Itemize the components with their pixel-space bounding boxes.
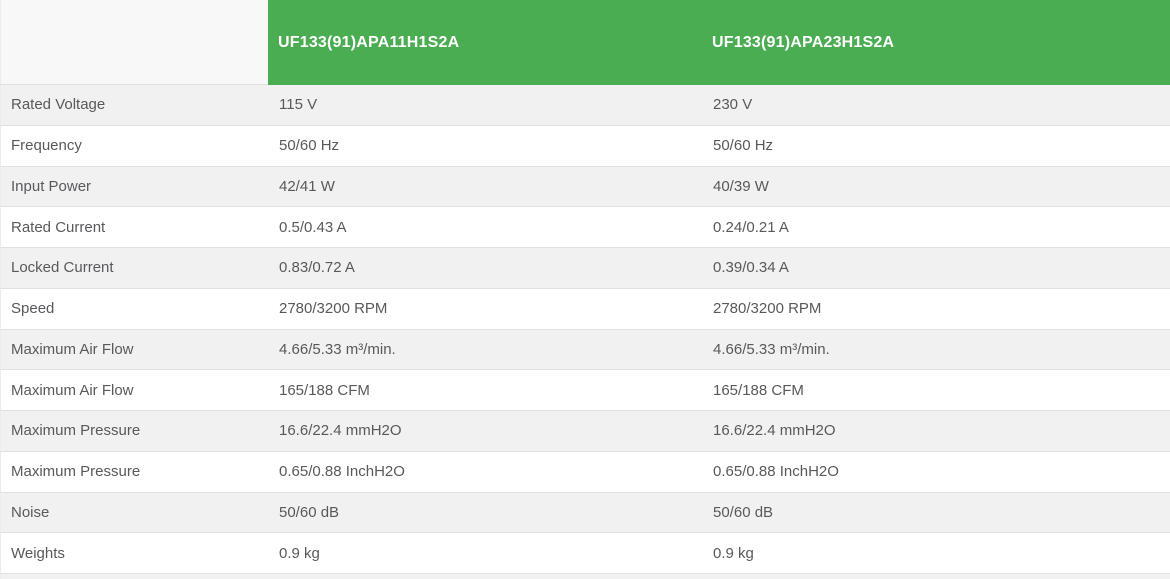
table-row: Rated Voltage 115 V 230 V [0,85,1170,126]
row-value-model-1: 0.5/0.43 A [279,218,347,236]
table-row: Speed 2780/3200 RPM 2780/3200 RPM [0,288,1170,330]
row-value-model-2: 40/39 W [713,177,769,195]
row-value-model-2: 165/188 CFM [713,381,804,399]
row-label: Maximum Pressure [11,463,141,481]
row-value-model-2: 16.6/22.4 mmH2O [713,422,836,440]
row-label: Maximum Air Flow [11,340,134,358]
table-row: Input Power 42/41 W 40/39 W [0,166,1170,208]
row-label: Noise [11,503,50,521]
row-value-model-1: 0.83/0.72 A [279,259,355,277]
table-row: Weights 0.9 kg 0.9 kg [0,533,1170,574]
row-value-model-1: 16.6/22.4 mmH2O [279,422,402,440]
row-label: Frequency [11,137,82,155]
row-value-model-1: 2780/3200 RPM [279,300,388,318]
table-header-row: UF133(91)APA11H1S2A UF133(91)APA23H1S2A [0,0,1170,85]
row-value-model-2: 0.65/0.88 InchH2O [713,463,839,481]
table-row: Locked Current 0.83/0.72 A 0.39/0.34 A [0,248,1170,289]
row-value-model-1: 0.65/0.88 InchH2O [279,463,405,481]
row-value-model-1: 50/60 Hz [279,137,340,155]
table-body: Rated Voltage 115 V 230 V Frequency 50/6… [0,85,1170,574]
column-header-model-1: UF133(91)APA11H1S2A [268,0,702,85]
row-value-model-2: 0.9 kg [713,544,754,562]
row-label: Input Power [11,177,92,195]
row-value-model-1: 4.66/5.33 m³/min. [279,340,396,358]
row-value-model-2: 0.24/0.21 A [713,218,789,236]
table-row: Frequency 50/60 Hz 50/60 Hz [0,125,1170,167]
row-label: Rated Voltage [11,96,106,114]
table-row: Maximum Pressure 0.65/0.88 InchH2O 0.65/… [0,451,1170,493]
row-label: Speed [11,300,55,318]
clipped-next-row [0,574,1170,579]
table-row: Noise 50/60 dB 50/60 dB [0,492,1170,534]
row-value-model-2: 2780/3200 RPM [713,300,822,318]
row-label: Weights [11,544,65,562]
row-value-model-1: 0.9 kg [279,544,320,562]
row-value-model-1: 50/60 dB [279,503,340,521]
table-row: Maximum Pressure 16.6/22.4 mmH2O 16.6/22… [0,411,1170,452]
row-value-model-2: 50/60 dB [713,503,774,521]
row-value-model-1: 115 V [279,96,318,114]
row-value-model-1: 165/188 CFM [279,381,370,399]
table-row: Rated Current 0.5/0.43 A 0.24/0.21 A [0,207,1170,248]
row-value-model-2: 230 V [713,96,753,114]
table-row: Maximum Air Flow 165/188 CFM 165/188 CFM [0,370,1170,411]
column-header-model-2: UF133(91)APA23H1S2A [702,0,1170,85]
row-value-model-2: 0.39/0.34 A [713,259,789,277]
row-value-model-2: 50/60 Hz [713,137,774,155]
table-header-corner-cell [0,0,268,85]
row-value-model-2: 4.66/5.33 m³/min. [713,340,830,358]
row-label: Maximum Pressure [11,422,141,440]
row-label: Maximum Air Flow [11,381,134,399]
row-value-model-1: 42/41 W [279,177,335,195]
row-label: Locked Current [11,259,114,277]
table-row: Maximum Air Flow 4.66/5.33 m³/min. 4.66/… [0,329,1170,371]
row-label: Rated Current [11,218,106,236]
